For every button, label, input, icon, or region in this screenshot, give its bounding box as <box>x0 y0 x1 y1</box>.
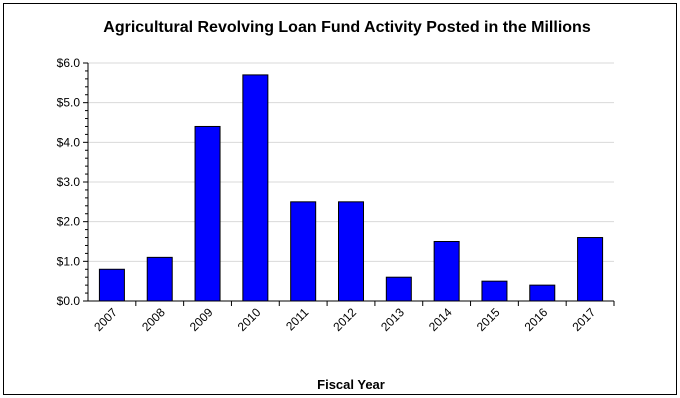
bar-2007 <box>98 268 125 302</box>
x-tick-label: 2008 <box>139 305 168 334</box>
bar-2008 <box>146 256 173 302</box>
bar-2016 <box>529 284 556 302</box>
x-tick-label: 2017 <box>569 305 598 334</box>
y-tick-label: $3.0 <box>57 175 81 189</box>
x-axis-label: Fiscal Year <box>317 377 385 392</box>
chart-title: Agricultural Revolving Loan Fund Activit… <box>103 19 591 36</box>
x-tick-label: 2015 <box>474 305 503 334</box>
bar-2014 <box>433 241 460 302</box>
x-tick-label: 2013 <box>378 305 407 334</box>
x-tick-label: 2009 <box>187 305 216 334</box>
bars <box>98 74 604 302</box>
bar-2012 <box>338 201 364 302</box>
y-tick-label: $2.0 <box>57 215 81 229</box>
y-tick-label: $5.0 <box>57 96 81 110</box>
x-tick-label: 2007 <box>91 305 120 334</box>
bar-2015 <box>481 280 508 302</box>
y-tick-label: $0.0 <box>57 294 81 308</box>
grid-lines <box>88 62 614 262</box>
bar-2017 <box>577 237 604 302</box>
x-tick-label: 2016 <box>522 305 551 334</box>
bar-2009 <box>194 125 221 302</box>
x-tick-label: 2014 <box>426 305 455 334</box>
bar-2010 <box>242 74 269 302</box>
bar-chart: Agricultural Revolving Loan Fund Activit… <box>57 19 615 392</box>
x-tick-label: 2010 <box>235 305 264 334</box>
y-tick-label: $1.0 <box>57 254 81 268</box>
chart-frame: Agricultural Revolving Loan Fund Activit… <box>3 3 677 395</box>
x-tick-label: 2012 <box>330 305 359 334</box>
x-tick-label: 2011 <box>283 305 311 333</box>
bar-2011 <box>290 201 317 302</box>
x-axis-ticks: 2007 2008 2009 2010 2011 2012 2013 2014 2015 2016… <box>91 301 615 334</box>
y-tick-label: $6.0 <box>57 56 81 70</box>
y-tick-label: $4.0 <box>57 135 81 149</box>
y-axis-ticks: $0.0 $1.0 $2.0 $3.0 $4.0 $5.0 $6.0 <box>57 56 88 308</box>
bar-2013 <box>385 276 412 302</box>
